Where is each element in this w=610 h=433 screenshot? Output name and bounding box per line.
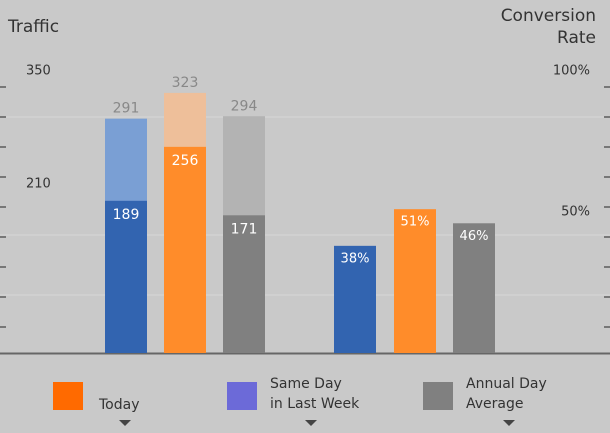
bar (334, 245, 376, 353)
legend-label: Same Day (270, 376, 342, 392)
bar (105, 200, 147, 353)
legend-label: in Last Week (270, 396, 360, 412)
edge-ticks (0, 86, 610, 328)
bar (164, 146, 206, 353)
value-label: 291 (113, 101, 140, 117)
y-tick-label: 350 (26, 64, 51, 79)
legend-item[interactable]: Today (53, 382, 140, 413)
triangles (119, 420, 515, 426)
left-axis-title: Traffic (7, 17, 59, 37)
legend-label: Annual Day (466, 376, 547, 392)
value-label: 189 (113, 207, 140, 223)
right-axis-title: Rate (557, 28, 596, 48)
legend-item[interactable]: Annual Day Average (423, 376, 547, 412)
legend-swatch (53, 382, 83, 410)
value-label: 46% (460, 229, 489, 244)
y2-tick-label: 100% (553, 64, 590, 79)
y-tick-label: 210 (26, 176, 51, 191)
bar (394, 209, 436, 353)
value-label: 38% (341, 251, 370, 266)
value-label: 323 (172, 75, 199, 91)
y2-tick-label: 50% (561, 205, 590, 220)
legend-swatch (423, 382, 453, 410)
legend-label: Average (466, 396, 524, 412)
value-label: 256 (172, 153, 199, 169)
bar (453, 223, 495, 353)
value-label: 294 (231, 98, 258, 114)
value-label: 51% (401, 215, 430, 230)
value-label: 171 (231, 221, 258, 237)
legend-label: Today (98, 397, 140, 413)
right-axis-title: Conversion (501, 6, 596, 26)
legend-swatch (227, 382, 257, 410)
legend-item[interactable]: Same Day in Last Week (227, 376, 360, 412)
bar (223, 215, 265, 353)
decor-lines (0, 116, 610, 296)
